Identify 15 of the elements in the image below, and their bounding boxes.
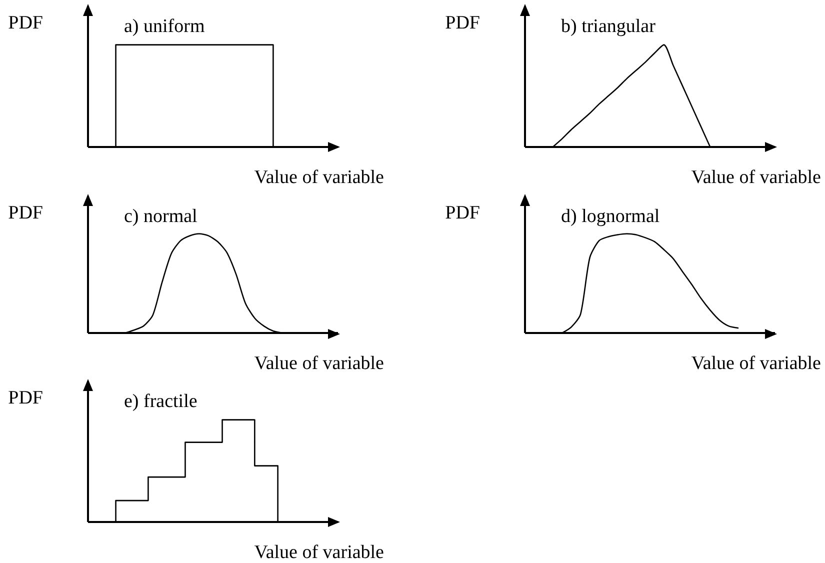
chart-title: c) normal [124,206,198,227]
y-axis-title: PDF [8,202,43,224]
y-axis-title: PDF [8,388,43,408]
chart-title: d) lognormal [561,206,660,227]
x-axis-title: Value of variable [254,353,384,374]
y-axis-title: PDF [8,12,43,34]
y-axis-title: PDF [445,202,480,224]
x-axis-title: Value of variable [254,542,384,563]
x-axis-title: Value of variable [691,167,821,188]
x-axis-title: Value of variable [254,167,384,188]
y-axis-title: PDF [445,12,480,34]
chart-title: b) triangular [561,16,656,37]
x-axis-title: Value of variable [691,353,821,374]
chart-title: e) fractile [124,391,198,412]
chart-title: a) uniform [124,16,205,37]
